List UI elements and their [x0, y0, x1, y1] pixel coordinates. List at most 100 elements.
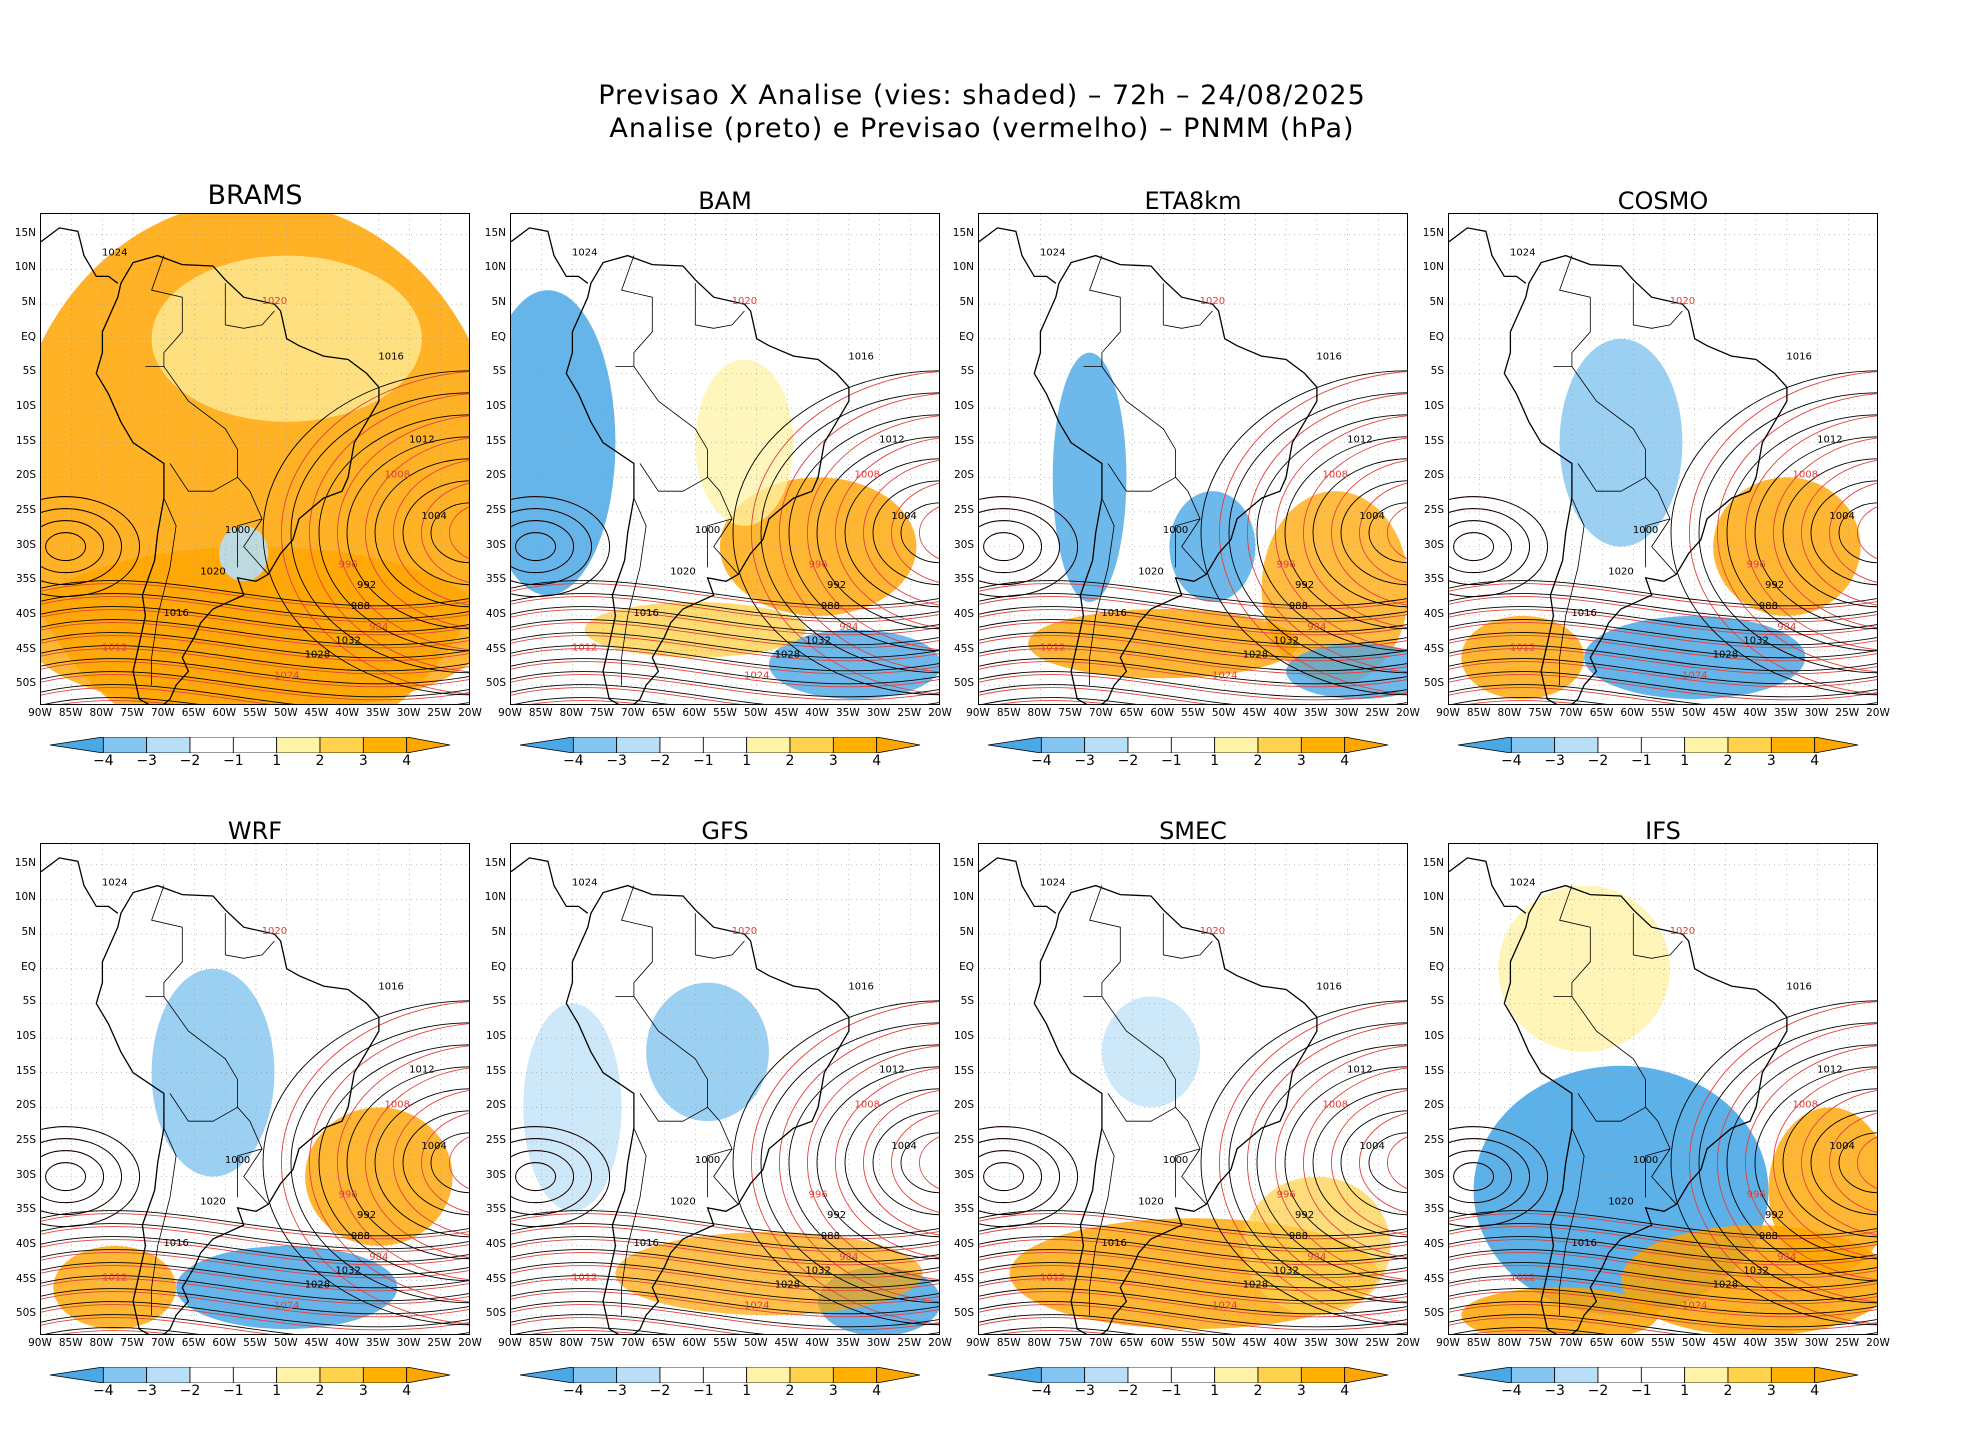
isobar-label: 1012 — [879, 1065, 904, 1076]
lat-tick-label: 10S — [485, 400, 506, 413]
isobar-label: 1012 — [1347, 435, 1372, 446]
isobar — [979, 1150, 1043, 1204]
lat-tick-label: 5S — [22, 365, 36, 378]
lon-tick-label: 70W — [620, 1337, 645, 1349]
isobar — [41, 1236, 469, 1263]
isobar-label: 1028 — [305, 649, 330, 660]
panel-ifs: IFS 1024 1020 1016 1012 1008 1004 1000 996 992 988… — [1423, 815, 1890, 1399]
border — [621, 885, 653, 997]
colorbar-label: −4 — [1031, 1383, 1052, 1399]
lon-tick-label: 50W — [273, 1337, 298, 1349]
isobar-label: 1024 — [102, 878, 127, 889]
colorbar-label: −1 — [1631, 1383, 1652, 1399]
lon-tick-label: 65W — [1589, 1337, 1614, 1349]
isobar — [779, 393, 939, 673]
colorbar-label: −2 — [649, 1383, 671, 1399]
coastline — [95, 254, 380, 704]
isobar — [1449, 1223, 1877, 1250]
colorbar-label: 1 — [1210, 1383, 1220, 1399]
isobar-label: 1024 — [1682, 1300, 1707, 1311]
lon-tick-label: 30W — [1804, 707, 1829, 719]
isobar — [511, 1288, 939, 1315]
colorbar-label: 4 — [1810, 1383, 1820, 1399]
border — [615, 996, 739, 1205]
isobar — [1284, 436, 1407, 630]
lon-tick-label: 80W — [1027, 707, 1052, 719]
lat-tick-label: 5S — [22, 995, 36, 1008]
colorbar-label: 3 — [1296, 753, 1306, 769]
isobar — [511, 1239, 939, 1266]
isobar-label: 984 — [369, 1252, 388, 1263]
isobar — [393, 460, 469, 606]
isobar — [1773, 437, 1877, 628]
isobar — [979, 1252, 1407, 1279]
colorbar-label: 4 — [872, 1383, 882, 1399]
colorbar-swatch — [1770, 1367, 1816, 1383]
lon-tick-label: 85W — [58, 1337, 83, 1349]
colorbar-swatch — [988, 737, 1042, 753]
isobar — [511, 1278, 939, 1305]
isobar-label: 1016 — [633, 608, 658, 619]
isobar — [979, 609, 1407, 636]
colorbar-swatch — [1127, 1367, 1172, 1383]
isobar — [816, 436, 939, 630]
isobar — [511, 520, 575, 574]
lat-tick-label: 50S — [15, 677, 36, 690]
colorbar-swatch — [232, 1367, 278, 1383]
border — [694, 283, 745, 329]
colorbar-swatch — [876, 737, 921, 753]
colorbar-label: −3 — [606, 753, 627, 769]
lon-tick-label: 20W — [1396, 1337, 1420, 1349]
isobar — [511, 1301, 939, 1328]
colorbar-label: −1 — [693, 753, 714, 769]
lon-tick-label: 60W — [1620, 1337, 1645, 1349]
border — [1632, 913, 1683, 959]
isobar-label: 1020 — [1138, 566, 1163, 577]
isobar-label: 1016 — [1316, 982, 1341, 993]
isobar — [835, 1067, 939, 1258]
isobar — [1449, 1150, 1513, 1204]
lon-tick-label: 85W — [996, 707, 1021, 719]
colorbar — [1458, 1367, 1859, 1383]
lat-tick-label: 50S — [953, 1307, 974, 1320]
isobar — [872, 1110, 939, 1216]
isobar-label: 1012 — [1040, 1273, 1065, 1284]
colorbar-swatch — [832, 737, 878, 753]
isobar — [1449, 508, 1531, 586]
lat-tick-label: 20S — [1423, 469, 1444, 482]
map-svg: 1024 1020 1016 1012 1008 1004 1000 996 992 988 984… — [979, 214, 1407, 704]
lon-tick-label: 80W — [1497, 707, 1522, 719]
bias-area — [695, 359, 794, 526]
coastline — [41, 227, 119, 284]
figure-title-line1: Previsao X Analise (vies: shaded) – 72h … — [598, 80, 1366, 111]
isobar — [448, 506, 469, 560]
isobar — [511, 1262, 939, 1289]
isobar-label: 996 — [809, 1189, 828, 1200]
isobar-label: 984 — [1777, 622, 1796, 633]
colorbar-label: 1 — [1680, 1383, 1690, 1399]
isobar — [1331, 1090, 1407, 1236]
isobar-label: 1024 — [274, 1300, 299, 1311]
isobar — [1449, 609, 1877, 636]
lon-tick-label: 35W — [1303, 707, 1328, 719]
isobar — [41, 609, 469, 636]
lat-tick-label: 5N — [21, 926, 36, 939]
isobar — [1689, 1001, 1877, 1325]
isobar — [365, 437, 469, 628]
lon-tick-label: 40W — [805, 707, 830, 719]
map-frame: 1024 1020 1016 1012 1008 1004 1000 996 992 988 984… — [510, 843, 940, 1335]
isobar-label: 1028 — [1713, 649, 1738, 660]
colorbar-swatch — [1640, 737, 1686, 753]
isobar — [1828, 1112, 1877, 1213]
colorbar-swatch — [189, 737, 234, 753]
lon-tick-label: 60W — [682, 1337, 707, 1349]
isobar — [1256, 1044, 1407, 1282]
isobar-label: 988 — [351, 601, 370, 612]
isobar-label: 992 — [827, 580, 846, 591]
isobar — [979, 496, 1078, 598]
colorbar — [988, 1367, 1389, 1383]
border — [151, 1127, 177, 1316]
colorbar-swatch — [1684, 737, 1729, 753]
isobar — [281, 1001, 469, 1325]
colorbar-label: −1 — [1161, 753, 1182, 769]
